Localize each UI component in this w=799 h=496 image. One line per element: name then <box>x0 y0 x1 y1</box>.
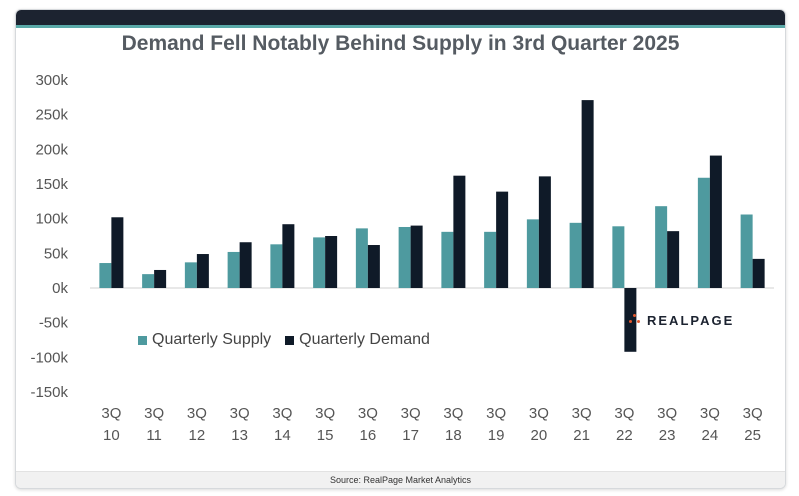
supply-bar <box>612 226 625 288</box>
x-tick-label: 3Q <box>443 405 463 422</box>
x-tick-label: 3Q <box>529 405 549 422</box>
x-tick-label: 3Q <box>358 405 378 422</box>
legend-label-supply: Quarterly Supply <box>152 331 272 348</box>
x-tick-label: 3Q <box>315 405 335 422</box>
realpage-logo: REALPAGE <box>628 313 734 328</box>
supply-bar <box>569 222 582 288</box>
supply-bar <box>99 263 112 288</box>
top-bar <box>16 10 785 25</box>
demand-bar <box>752 258 765 288</box>
y-tick-label: 150k <box>35 176 68 193</box>
x-tick-label: 16 <box>360 427 377 444</box>
x-tick-label: 3Q <box>101 405 121 422</box>
x-tick-label: 21 <box>573 427 590 444</box>
y-tick-label: 50k <box>44 245 69 262</box>
demand-bar <box>709 155 722 288</box>
legend-label-demand: Quarterly Demand <box>299 331 430 348</box>
chart-title: Demand Fell Notably Behind Supply in 3rd… <box>121 32 680 55</box>
legend-item-demand: Quarterly Demand <box>285 331 430 349</box>
y-tick-label: 0k <box>52 280 68 297</box>
x-tick-label: 25 <box>744 427 761 444</box>
x-tick-label: 24 <box>702 427 719 444</box>
supply-bar <box>484 231 497 288</box>
accent-line <box>16 25 785 28</box>
demand-bar <box>111 217 124 288</box>
supply-bar <box>184 262 197 288</box>
x-tick-label: 11 <box>146 427 162 444</box>
x-tick-label: 3Q <box>614 405 634 422</box>
x-tick-label: 20 <box>531 427 548 444</box>
demand-bar <box>667 231 680 288</box>
demand-bar <box>282 224 295 288</box>
x-tick-label: 3Q <box>187 405 207 422</box>
supply-bar <box>270 244 283 288</box>
x-tick-label: 14 <box>274 427 291 444</box>
y-tick-label: -150k <box>30 384 68 401</box>
x-tick-label: 3Q <box>401 405 421 422</box>
demand-bar <box>196 254 209 288</box>
supply-bar <box>655 206 668 288</box>
y-tick-label: 200k <box>35 141 68 158</box>
x-tick-label: 22 <box>616 427 633 444</box>
legend-item-supply: Quarterly Supply <box>138 331 271 349</box>
y-tick-label: -100k <box>30 349 68 366</box>
demand-bar <box>410 225 423 288</box>
demand-bar <box>325 236 338 288</box>
supply-bar <box>441 231 454 288</box>
x-tick-label: 3Q <box>486 405 506 422</box>
supply-bar <box>398 226 411 288</box>
x-tick-label: 10 <box>103 427 120 444</box>
x-tick-label: 3Q <box>700 405 720 422</box>
demand-bar <box>581 100 594 289</box>
x-tick-label: 3Q <box>572 405 592 422</box>
supply-bar <box>313 237 326 288</box>
source-footer: Source: RealPage Market Analytics <box>16 471 785 488</box>
demand-bar <box>154 269 167 288</box>
x-tick-label: 19 <box>488 427 505 444</box>
y-tick-label: -50k <box>39 315 69 332</box>
y-tick-label: 100k <box>35 211 68 228</box>
supply-bar <box>142 274 155 288</box>
legend-swatch-supply <box>138 335 147 345</box>
realpage-logo-text: REALPAGE <box>647 313 735 328</box>
realpage-logo-icon <box>628 313 642 328</box>
x-tick-label: 3Q <box>272 405 292 422</box>
supply-bar <box>526 219 539 288</box>
demand-bar <box>538 176 551 288</box>
x-tick-label: 12 <box>189 427 206 444</box>
x-tick-label: 3Q <box>144 405 164 422</box>
x-tick-label: 17 <box>402 427 419 444</box>
x-tick-label: 13 <box>231 427 248 444</box>
x-tick-label: 23 <box>659 427 676 444</box>
supply-bar <box>355 228 368 288</box>
x-tick-label: 3Q <box>230 405 250 422</box>
x-tick-label: 3Q <box>657 405 677 422</box>
y-tick-label: 300k <box>35 72 68 89</box>
x-tick-label: 18 <box>445 427 462 444</box>
y-tick-label: 250k <box>35 107 68 124</box>
legend-swatch-demand <box>285 335 295 345</box>
demand-bar <box>239 242 252 288</box>
legend: Quarterly Supply Quarterly Demand <box>138 331 444 349</box>
x-tick-label: 3Q <box>743 405 763 422</box>
x-tick-label: 15 <box>317 427 334 444</box>
supply-bar <box>697 177 710 288</box>
supply-bar <box>227 251 240 288</box>
demand-bar <box>367 245 380 288</box>
demand-bar <box>453 175 466 288</box>
supply-bar <box>740 214 753 288</box>
demand-bar <box>496 191 509 288</box>
